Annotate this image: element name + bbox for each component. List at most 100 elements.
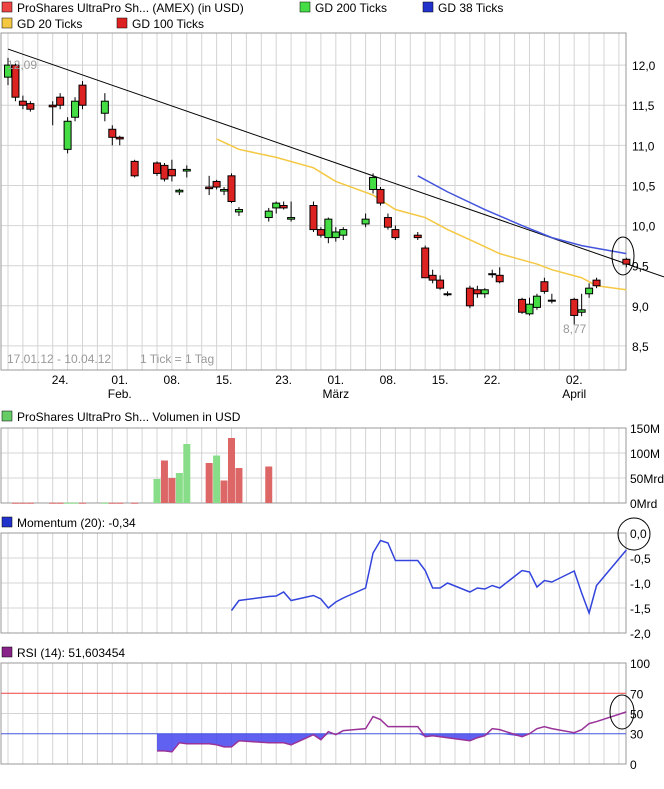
rsi-panel: 100 70 50 30 0 [0,657,650,772]
candle-body [100,100,109,114]
momentum-panel: 0,0 -0,5 -1,0 -1,5 -2,0 [0,517,651,641]
legend-main-swatch [1,1,13,13]
volume-bar [265,466,273,503]
rsi-oversold-fill [157,733,627,752]
volume-bar [71,502,79,504]
volume-bar [235,468,243,503]
volume-bar [11,502,19,504]
rsi-y-tick: 30 [630,728,644,742]
momentum-y-tick: -0,5 [630,552,651,566]
candle-body [220,188,229,192]
volume-bar [19,502,27,504]
candle-body [26,103,35,110]
tick-info-label: 1 Tick = 1 Tag [140,352,214,366]
candle-body [279,205,288,209]
volume-bar [228,438,235,503]
momentum-y-tick: -1,0 [630,577,651,591]
candle-body [316,229,325,236]
candle-body [361,218,370,225]
price-y-tick: 9,0 [632,300,649,314]
momentum-y-tick: -1,5 [630,602,651,616]
candle-body [108,128,117,138]
candle-body [63,120,72,150]
rsi-y-tick: 50 [630,708,644,722]
legend-gd200-label: GD 200 Ticks [315,1,387,15]
rsi-current-marker [609,694,635,730]
legend-gd20-swatch [1,17,13,29]
volume-bar [175,473,183,503]
legend-gd38-swatch [422,1,434,13]
candle-body [18,100,27,106]
candle-body [413,234,422,239]
candle-body [488,273,497,276]
x-tick-label: 24. [52,373,69,387]
candle-body [480,289,489,295]
candle-body [421,247,430,279]
volume-bar [205,463,213,503]
candle-body [473,289,482,295]
momentum-legend-swatch [1,516,13,528]
legend-gd100-swatch [116,17,128,29]
legend-gd38-label: GD 38 Ticks [438,1,503,15]
candle-body [540,281,549,292]
candle-body [167,168,176,177]
candle-body [272,202,281,209]
candle-body [585,287,594,295]
legend-gd20-label: GD 20 Ticks [17,17,82,31]
candle-body [115,136,124,140]
x-tick-label: 15. [432,373,449,387]
rsi-title: RSI (14): 51,603454 [17,646,125,660]
rsi-frame [0,662,627,765]
momentum-frame [0,532,627,634]
candle-body [160,164,169,180]
candle-body [205,186,214,190]
volume-bar [49,502,57,504]
volume-legend-swatch [1,410,13,422]
rsi-y-tick: 100 [630,657,650,671]
candle-body [227,175,236,202]
x-month-label: Feb. [108,387,132,401]
candle-body [324,218,333,239]
candle-body [287,217,296,220]
x-tick-label: 01. [111,373,128,387]
price-high-label: 12,09 [7,58,37,72]
volume-bar [56,502,64,504]
price-y-tick: 12,0 [632,59,656,73]
candle-body [577,309,586,313]
volume-bar [131,502,139,504]
candle-body [71,100,80,118]
candle-body [11,64,20,98]
gd20-line [216,138,627,291]
candle-body [182,168,191,172]
candle-body [309,205,318,231]
volume-y-tick: 50Mrd [630,472,664,486]
candle-body [153,162,161,174]
candle-body [48,104,57,108]
candle-body [443,293,452,296]
candle-body [212,180,221,188]
candle-body [130,160,139,177]
volume-y-tick: 0Mrd [630,497,657,511]
volume-bar [26,502,34,504]
volume-bar [101,502,109,504]
candle-body [234,209,243,213]
candle-body [622,258,631,265]
legend-gd100-label: GD 100 Ticks [132,17,204,31]
volume-bar [153,479,161,503]
x-tick-label: 08. [380,373,397,387]
candle-body [436,279,445,289]
momentum-line [230,539,627,616]
rsi-line [157,711,627,753]
candle-body [264,210,273,219]
candle-body [339,229,348,236]
volume-panel: 150M 100M 50Mrd 0Mrd [0,422,664,511]
candle-body [78,84,87,106]
gd38-line [417,175,627,255]
price-panel: 12,09 8,77 17.01.12 - 10.04.12 1 Tick = … [0,32,664,401]
price-low-label: 8,77 [563,322,587,336]
volume-frame [0,427,627,504]
volume-bar [116,502,124,504]
x-month-label: April [562,387,586,401]
momentum-y-tick: 0,0 [630,527,647,541]
